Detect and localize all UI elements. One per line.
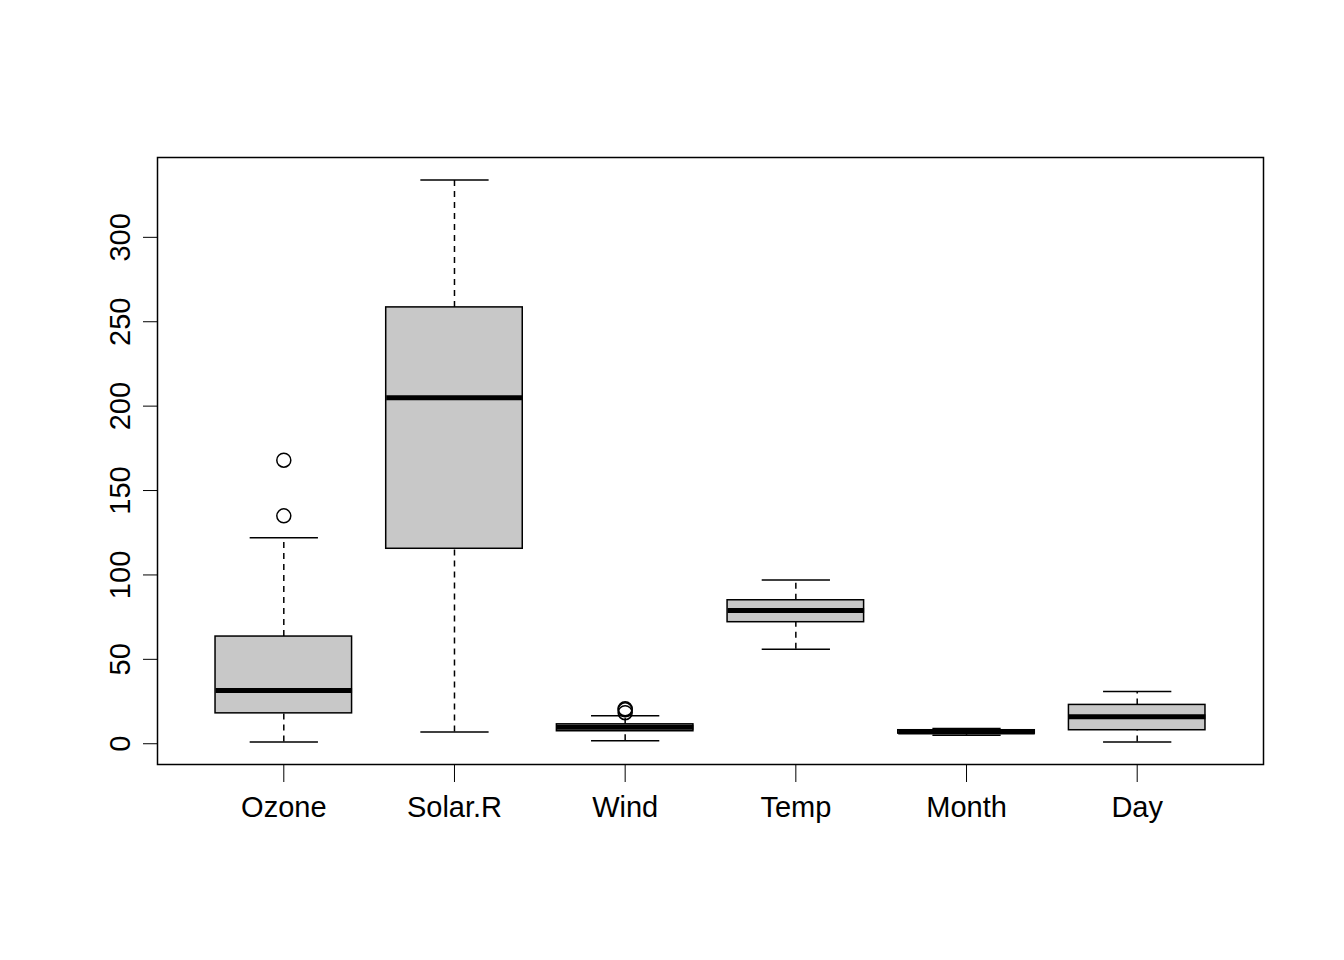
svg-text:200: 200 xyxy=(104,382,136,430)
svg-text:150: 150 xyxy=(104,466,136,514)
svg-text:Wind: Wind xyxy=(592,791,658,823)
svg-text:250: 250 xyxy=(104,298,136,346)
svg-text:Solar.R: Solar.R xyxy=(407,791,502,823)
svg-text:Temp: Temp xyxy=(760,791,831,823)
svg-text:50: 50 xyxy=(104,643,136,675)
svg-text:100: 100 xyxy=(104,551,136,599)
svg-text:Month: Month xyxy=(926,791,1007,823)
svg-text:0: 0 xyxy=(104,736,136,752)
svg-text:300: 300 xyxy=(104,213,136,261)
svg-text:Ozone: Ozone xyxy=(241,791,326,823)
svg-text:Day: Day xyxy=(1111,791,1163,823)
